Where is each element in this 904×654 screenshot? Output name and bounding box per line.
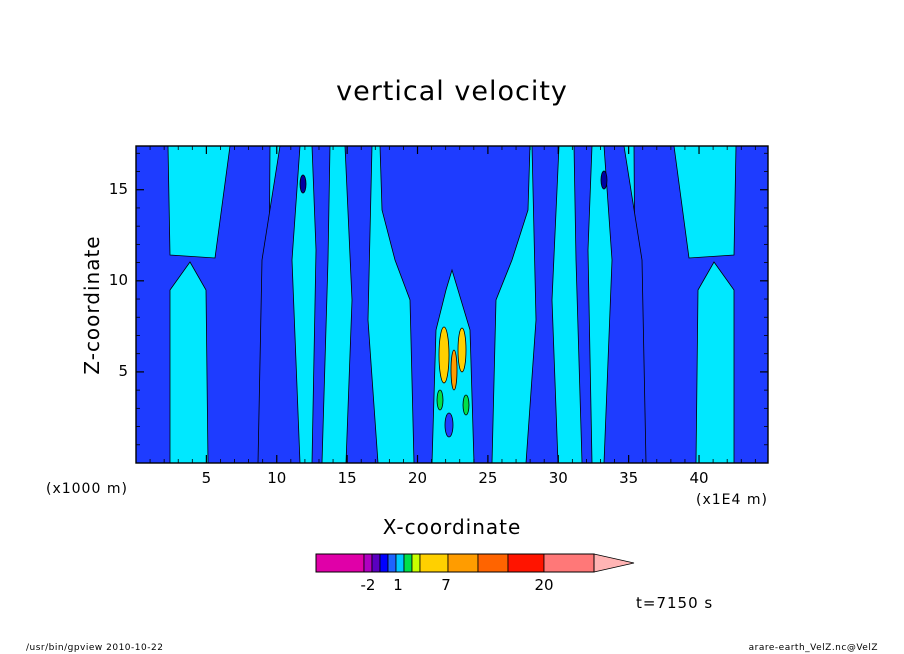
- time-label: t=7150 s: [636, 594, 714, 612]
- colorbar-segment: [419, 553, 449, 573]
- colorbar-label: -2: [360, 576, 376, 594]
- x-unit-left: (x1000 m): [46, 481, 128, 497]
- x-tick-label: 30: [548, 469, 568, 487]
- contour-band-right-column: [603, 146, 647, 463]
- contour-field: [136, 146, 768, 463]
- contour-cell-green-a: [436, 389, 444, 411]
- x-tick-label: 20: [407, 469, 428, 487]
- colorbar-segment: [403, 553, 413, 573]
- x-tick-label: 5: [201, 469, 212, 487]
- chart-title: vertical velocity: [336, 76, 568, 107]
- y-tick-label: 5: [118, 361, 128, 380]
- colorbar-segment: [379, 553, 389, 573]
- x-tick-label: 40: [689, 469, 709, 487]
- x-tick-label: 15: [337, 469, 357, 487]
- colorbar-segment: [507, 553, 545, 573]
- plot-frame: [135, 145, 769, 464]
- contour-cell-green-b: [462, 394, 470, 416]
- colorbar-segment: [363, 553, 373, 573]
- x-tick-label: 35: [619, 469, 639, 487]
- contour-cell-yellow-a: [438, 326, 450, 384]
- colorbar-segment: [395, 553, 405, 573]
- contour-band-left-column2: [311, 146, 331, 463]
- footer-left: /usr/bin/gpview 2010-10-22: [26, 643, 164, 653]
- contour-cell-yellow-b: [457, 327, 467, 373]
- contour-cell-orange-a: [450, 349, 458, 391]
- contour-band-right-column2: [573, 146, 593, 463]
- colorbar-segment: [477, 553, 509, 573]
- colorbar-label: 1: [393, 576, 403, 594]
- colorbar-extend-arrow: [593, 553, 635, 573]
- colorbar-segment: [371, 553, 381, 573]
- y-tick-label: 10: [108, 270, 128, 289]
- colorbar-label: 7: [441, 576, 451, 594]
- y-tick-label: 15: [108, 179, 128, 198]
- y-axis-label: Z-coordinate: [80, 235, 104, 375]
- colorbar-segment: [315, 553, 365, 573]
- colorbar-label: 20: [534, 576, 554, 594]
- x-tick-label: 25: [478, 469, 498, 487]
- contour-band-left-column: [257, 146, 301, 463]
- contour-band-left-tongue: [169, 261, 209, 463]
- contour-band-right-tongue: [695, 261, 735, 463]
- colorbar-segment: [543, 553, 595, 573]
- contour-cell-dark-right: [600, 170, 608, 190]
- colorbar-frame: [315, 553, 595, 573]
- contour-band-right-column3: [525, 146, 560, 463]
- contour-cell-blue-a: [444, 412, 454, 438]
- x-unit-right: (x1E4 m): [696, 492, 768, 508]
- x-tick-label: 10: [267, 469, 287, 487]
- colorbar-segment: [411, 553, 421, 573]
- contour-cell-dark-left: [299, 174, 307, 194]
- x-axis-label: X-coordinate: [382, 515, 522, 539]
- footer-right: arare-earth_VelZ.nc@VelZ: [748, 643, 878, 653]
- colorbar-segment: [387, 553, 397, 573]
- colorbar-segment: [447, 553, 479, 573]
- contour-band-left-column3: [344, 146, 379, 463]
